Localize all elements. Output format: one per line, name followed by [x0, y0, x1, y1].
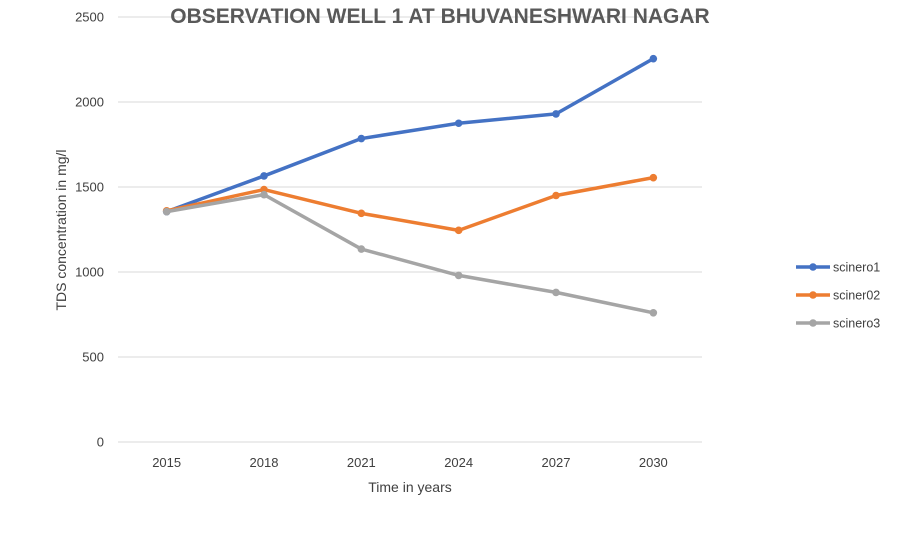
data-point — [357, 209, 366, 218]
x-tick-label: 2027 — [542, 455, 571, 470]
x-tick-label: 2021 — [347, 455, 376, 470]
data-point — [552, 110, 560, 118]
y-tick-label: 2000 — [75, 95, 104, 110]
legend-item: scinero1 — [796, 261, 880, 275]
data-point — [649, 173, 658, 182]
data-point — [454, 226, 463, 235]
x-tick-label: 2015 — [152, 455, 181, 470]
legend: scinero1 sciner02 scinero3 — [796, 261, 880, 331]
y-tick-label: 2500 — [75, 10, 104, 25]
y-tick-label: 0 — [97, 435, 104, 450]
data-point — [552, 288, 560, 297]
series-line — [164, 56, 656, 214]
series-lines — [162, 54, 658, 317]
legend-label: scinero3 — [833, 317, 880, 331]
y-tick-label: 500 — [82, 350, 104, 365]
y-tick-label: 1000 — [75, 265, 104, 280]
y-tick-label: 1500 — [75, 180, 104, 195]
y-axis-ticks: 0 500 1000 1500 2000 2500 — [75, 10, 104, 450]
data-point — [454, 271, 463, 280]
legend-item: sciner02 — [796, 289, 880, 303]
data-point — [649, 309, 658, 317]
data-point — [260, 172, 268, 180]
data-point — [454, 119, 463, 128]
data-point — [649, 54, 658, 63]
x-axis-ticks: 2015 2018 2021 2024 2027 2030 — [152, 455, 668, 470]
legend-marker — [809, 291, 817, 299]
data-point — [552, 191, 560, 200]
x-axis-title: Time in years — [368, 479, 452, 495]
legend-label: sciner02 — [833, 289, 880, 303]
series-scinero3 — [162, 190, 658, 317]
data-point — [357, 245, 366, 253]
y-axis-title: TDS concentration in mg/l — [53, 149, 69, 310]
x-tick-label: 2018 — [250, 455, 279, 470]
legend-marker — [809, 263, 817, 271]
legend-label: scinero1 — [833, 261, 880, 275]
data-point — [357, 134, 366, 143]
series-line — [164, 175, 656, 233]
series-sciner02 — [162, 173, 658, 235]
data-point — [162, 207, 171, 216]
legend-marker — [809, 319, 817, 327]
series-scinero1 — [162, 54, 658, 216]
series-line — [164, 192, 656, 315]
gridlines — [118, 16, 702, 443]
data-point — [260, 190, 268, 199]
chart-title: OBSERVATION WELL 1 AT BHUVANESHWARI NAGA… — [170, 5, 709, 28]
x-tick-label: 2030 — [639, 455, 668, 470]
legend-item: scinero3 — [796, 317, 880, 331]
x-tick-label: 2024 — [444, 455, 473, 470]
